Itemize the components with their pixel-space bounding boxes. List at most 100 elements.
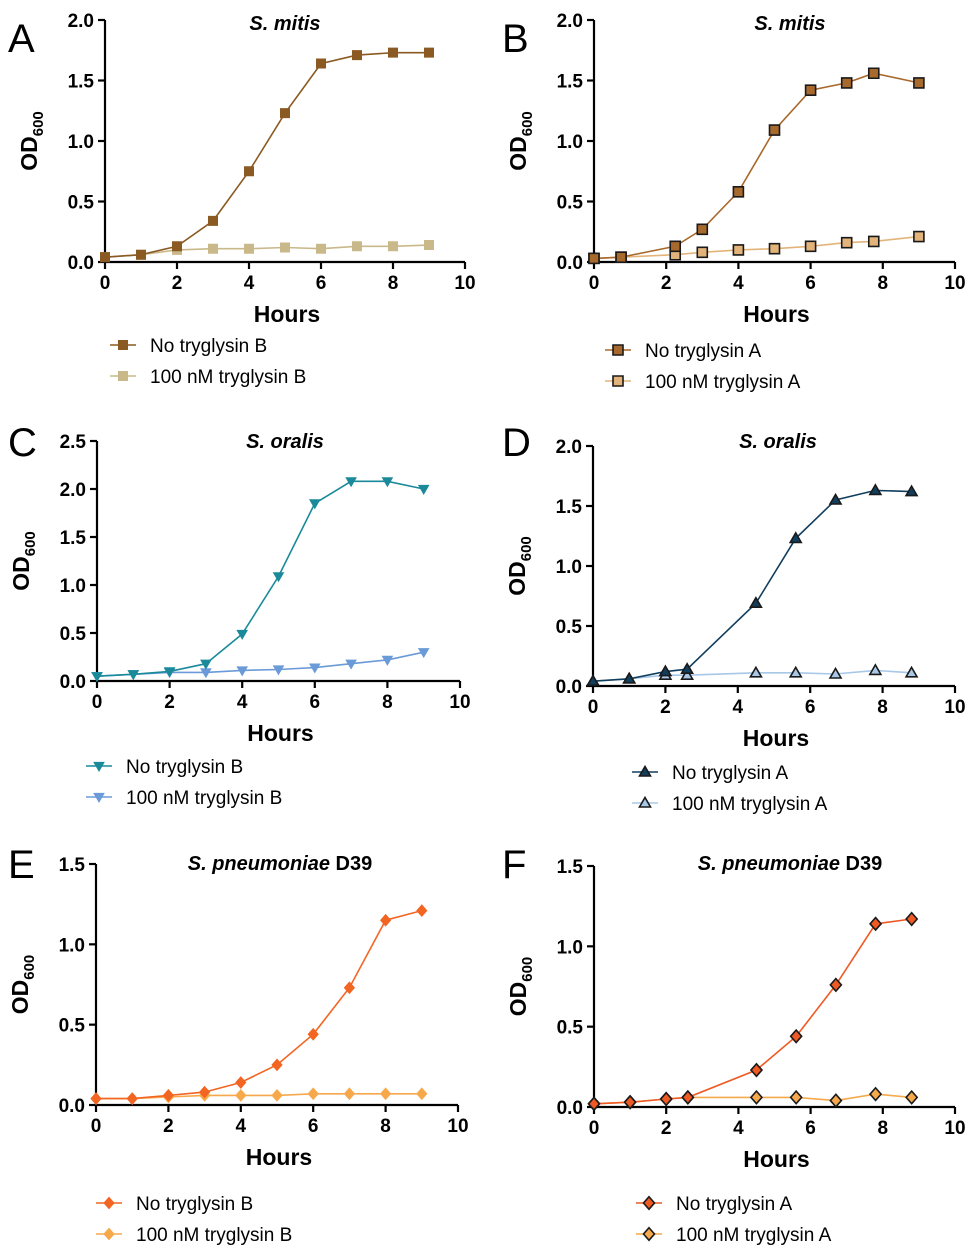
y-tick-label: 0.5 — [68, 193, 95, 214]
x-tick-label: 8 — [877, 697, 888, 718]
chart-title-species: S. oralis — [739, 431, 817, 453]
data-point-series-1 — [680, 662, 695, 674]
panel-d: D S. oralis 0 2 4 6 8 10 0.0 0.5 1.0 1.5 2.0 Hours OD6… — [502, 421, 966, 815]
data-point-series-1 — [307, 1027, 319, 1041]
x-tick-label: 2 — [172, 273, 183, 294]
data-point-series-2 — [345, 659, 357, 670]
chart-title-species: S. pneumoniae — [698, 853, 840, 875]
data-point-series-2 — [829, 1093, 843, 1109]
x-tick-label: 2 — [661, 273, 672, 294]
y-tick-label: 0.0 — [68, 253, 94, 274]
data-point-series-2 — [840, 236, 853, 249]
legend-label: No tryglysin A — [645, 341, 761, 362]
data-point-series-1 — [388, 47, 398, 58]
data-point-series-2 — [424, 240, 434, 251]
data-point-series-1 — [100, 252, 110, 263]
y-tick-label: 1.0 — [557, 937, 583, 958]
data-point-series-2 — [749, 665, 763, 678]
data-point-series-1 — [244, 166, 254, 177]
data-point-series-1 — [622, 671, 637, 684]
data-point-series-1 — [136, 249, 146, 260]
legend-marker — [103, 1227, 115, 1241]
data-point-series-1 — [913, 77, 925, 89]
data-point-series-1 — [587, 1096, 601, 1112]
series-line-2 — [593, 235, 919, 260]
legend-label: No tryglysin B — [150, 336, 267, 357]
chart-title-strain: D39 — [330, 853, 372, 875]
data-point-series-2 — [828, 666, 843, 679]
data-point-series-1 — [343, 981, 356, 995]
x-tick-label: 6 — [805, 273, 816, 294]
y-axis-label: OD600 — [8, 531, 39, 591]
y-tick-label: 0.0 — [60, 672, 86, 693]
panel-letter: A — [8, 17, 35, 61]
y-tick-label: 0.5 — [60, 624, 87, 645]
x-tick-label: 4 — [733, 273, 744, 294]
x-tick-label: 8 — [380, 1116, 391, 1137]
series-line-1 — [592, 489, 912, 682]
x-axis-label: Hours — [246, 1144, 312, 1170]
data-point-series-2 — [416, 1087, 428, 1101]
panel-e: E S. pneumoniae D39 0 2 4 6 8 10 0.0 0.5 1.0 1.5 Hou… — [7, 843, 469, 1246]
x-tick-label: 6 — [308, 1116, 319, 1137]
data-point-series-1 — [352, 50, 362, 61]
x-tick-label: 8 — [878, 273, 889, 294]
y-tick-label: 1.5 — [556, 497, 583, 518]
data-point-series-1 — [90, 1092, 102, 1105]
data-point-series-2 — [272, 665, 285, 676]
legend-label: 100 nM tryglysin B — [150, 367, 306, 388]
x-tick-label: 4 — [244, 273, 255, 294]
x-tick-label: 6 — [805, 697, 816, 718]
y-axis-label: OD600 — [505, 957, 536, 1017]
y-axis-label-main: OD — [505, 982, 531, 1017]
data-point-series-1 — [271, 1058, 283, 1072]
data-point-series-2 — [768, 242, 781, 255]
legend-marker — [118, 371, 128, 381]
x-tick-label: 0 — [100, 273, 111, 294]
data-point-series-2 — [788, 665, 803, 678]
data-point-series-1 — [381, 477, 394, 488]
data-point-series-2 — [280, 242, 290, 253]
y-tick-label: 1.0 — [557, 132, 583, 153]
data-point-series-1 — [732, 186, 745, 198]
x-tick-label: 8 — [382, 692, 393, 713]
x-tick-label: 2 — [661, 1118, 672, 1139]
legend-marker — [638, 764, 652, 777]
x-tick-label: 6 — [310, 692, 321, 713]
y-axis-label-main: OD — [504, 561, 530, 596]
chart-title: S. pneumoniae D39 — [188, 853, 373, 875]
y-tick-label: 1.0 — [68, 132, 94, 153]
series-line-1 — [104, 51, 429, 258]
panel-a: A S. mitis 0 2 4 6 8 10 0.0 0.5 1.0 1.5 2.0 Hours OD60… — [8, 11, 476, 388]
legend-marker — [93, 761, 105, 772]
chart-title-strain: D39 — [840, 853, 882, 875]
x-tick-label: 4 — [733, 1118, 744, 1139]
data-point-series-1 — [768, 124, 781, 136]
chart-title-species: S. mitis — [249, 13, 320, 35]
y-tick-label: 0.5 — [557, 193, 584, 214]
x-axis-label: Hours — [247, 720, 313, 746]
data-point-series-1 — [623, 1094, 637, 1110]
chart-title: S. mitis — [249, 13, 320, 35]
data-point-series-2 — [804, 240, 817, 253]
data-point-series-1 — [91, 672, 103, 683]
panel-f: F S. pneumoniae D39 0 2 4 6 8 10 0.0 0.5 1.0 1.5 Hou… — [502, 843, 966, 1246]
data-point-series-2 — [913, 230, 925, 243]
data-point-series-1 — [163, 667, 176, 678]
data-point-series-2 — [789, 1089, 803, 1105]
data-point-series-1 — [904, 484, 919, 497]
data-point-series-2 — [307, 1087, 319, 1101]
data-point-series-1 — [789, 1028, 803, 1044]
legend-label: No tryglysin B — [126, 757, 243, 778]
legend-marker — [638, 795, 652, 808]
y-axis-label: OD600 — [505, 111, 536, 171]
data-point-series-1 — [586, 674, 600, 686]
panel-letter: F — [502, 843, 526, 887]
series-line-2 — [104, 244, 430, 258]
legend-marker — [93, 792, 105, 803]
chart-title-species: S. oralis — [246, 431, 324, 453]
x-tick-label: 0 — [92, 692, 103, 713]
data-point-series-1 — [198, 1085, 211, 1099]
y-axis-label-subscript: 600 — [519, 111, 536, 136]
